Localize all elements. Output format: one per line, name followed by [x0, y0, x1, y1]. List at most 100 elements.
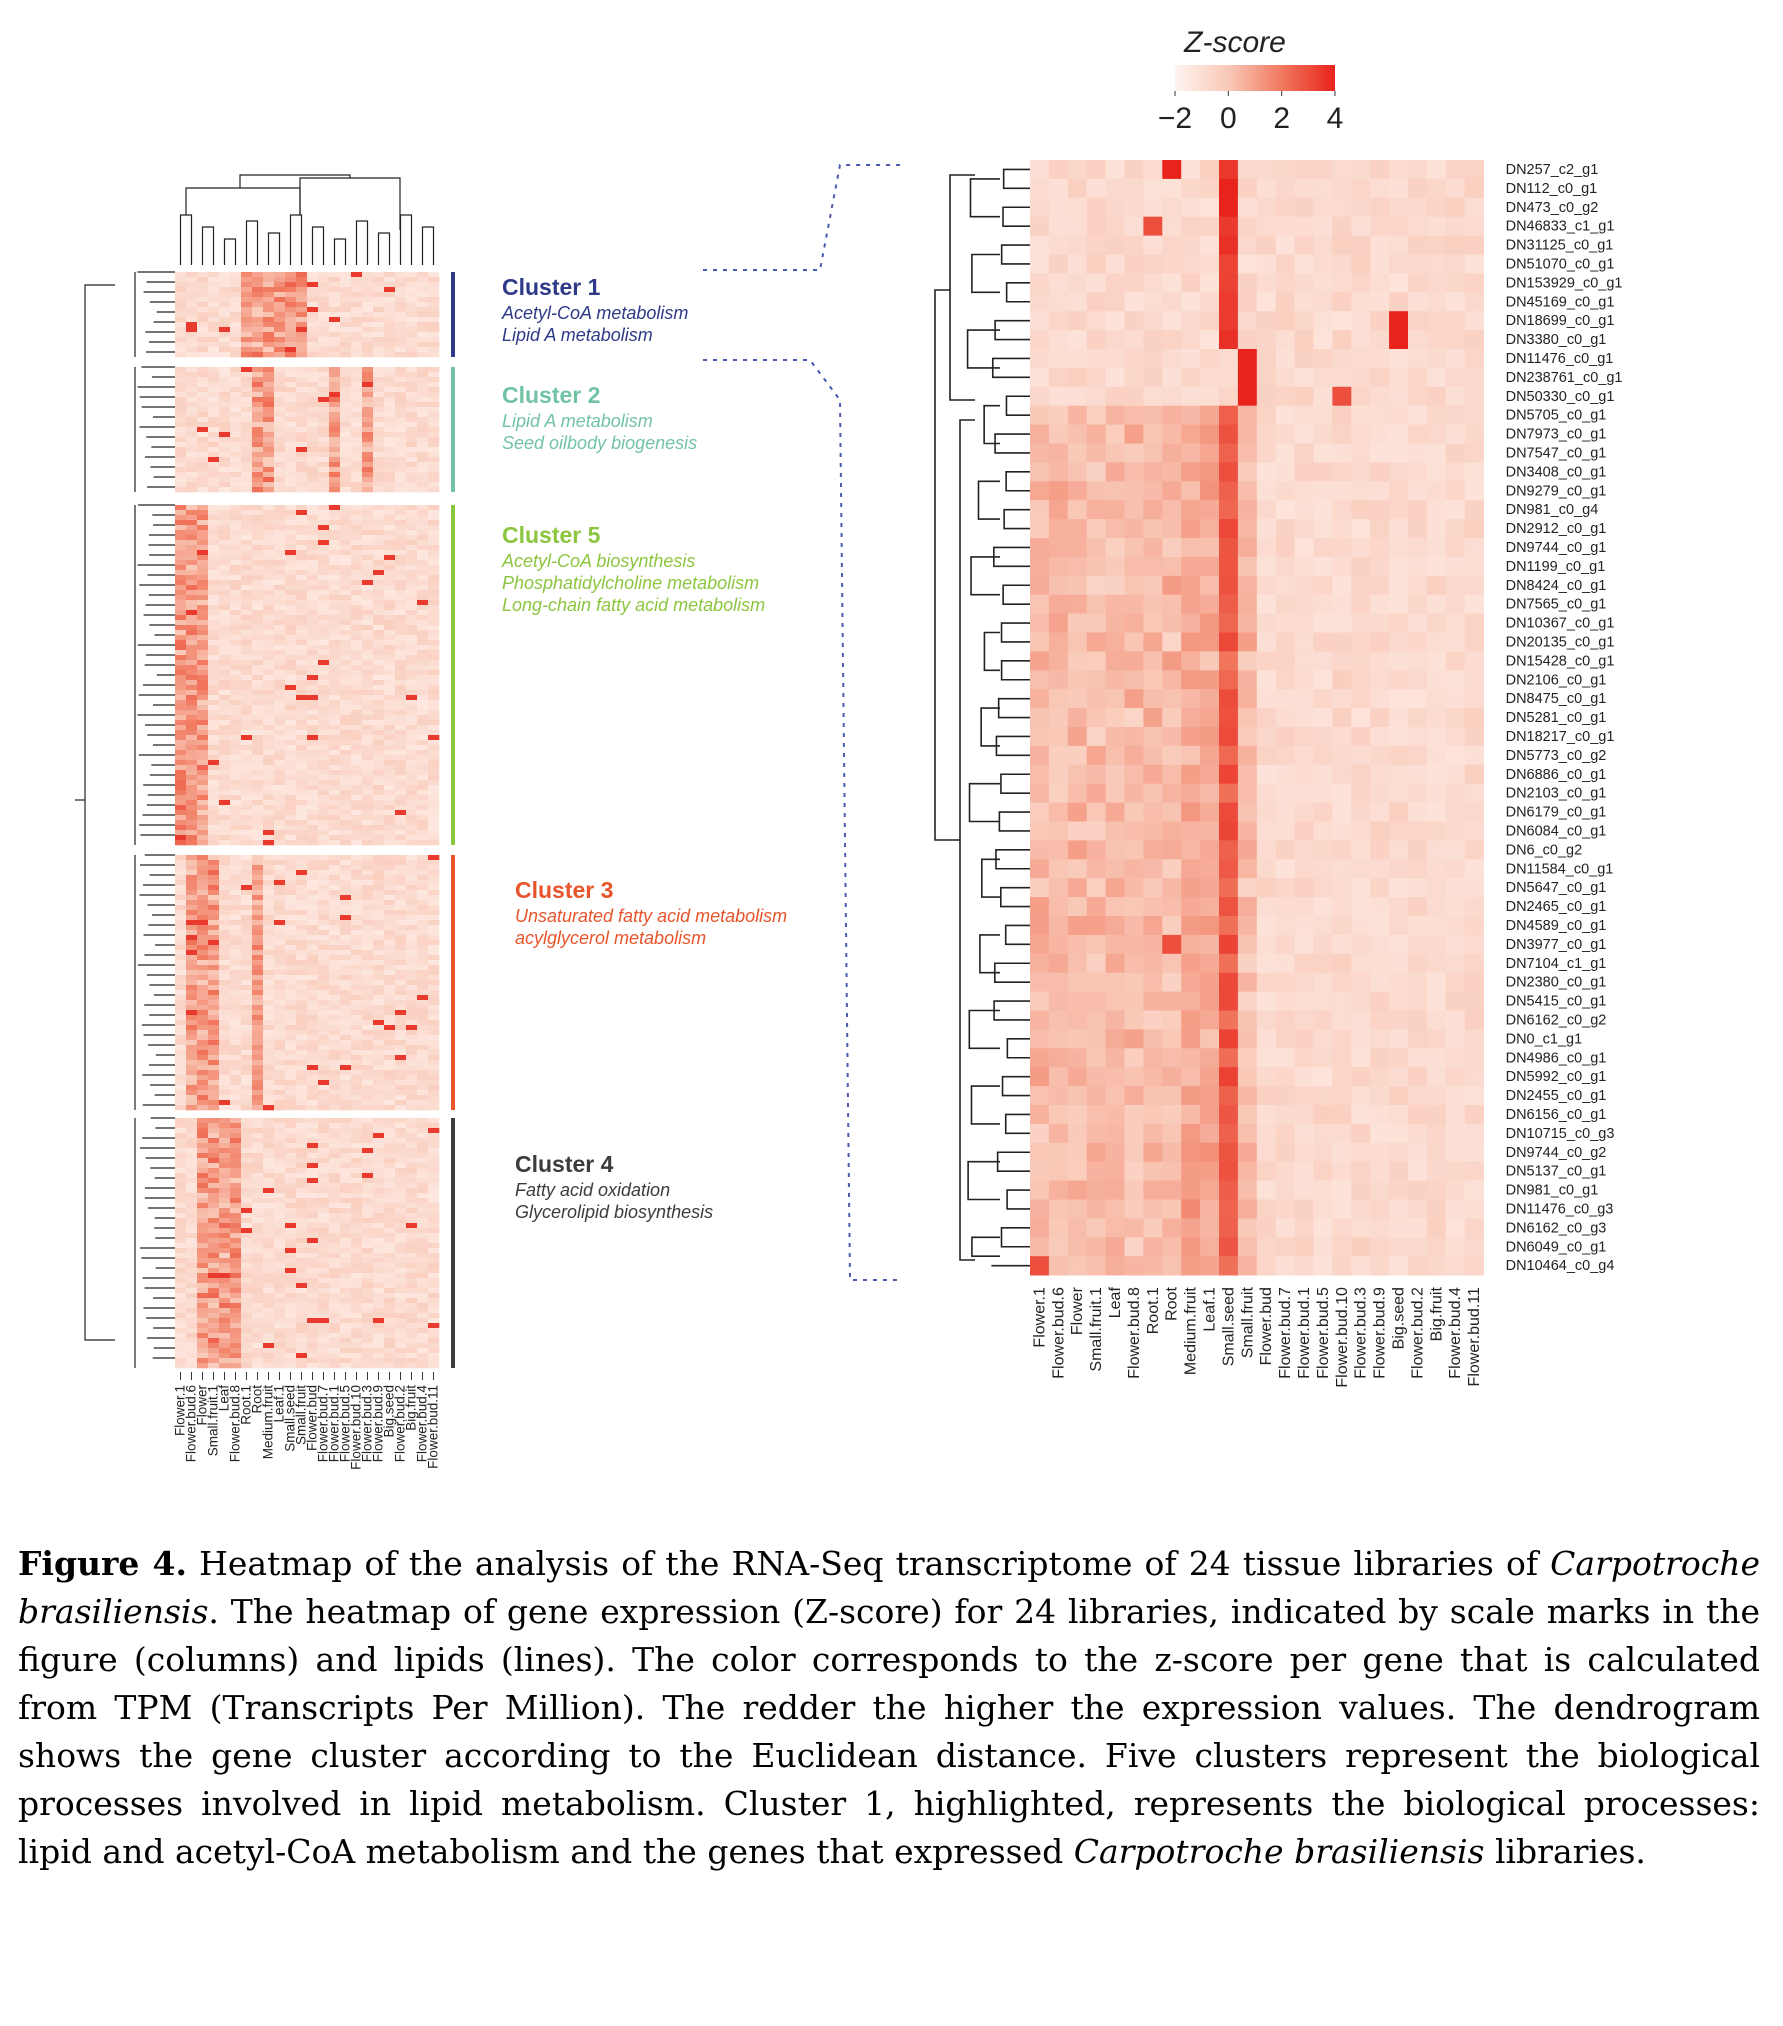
heatmap-cell	[362, 297, 374, 303]
heatmap-cell	[351, 770, 363, 776]
heatmap-cell	[428, 1010, 440, 1016]
heatmap-cell	[329, 965, 341, 971]
heatmap-cell	[428, 1218, 440, 1224]
heatmap-cell	[417, 890, 429, 896]
heatmap-cell	[175, 1138, 187, 1144]
heatmap-cell	[417, 975, 429, 981]
heatmap-cell	[274, 282, 286, 288]
heatmap-cell	[384, 885, 396, 891]
heatmap-cell	[186, 985, 198, 991]
heatmap-cell	[197, 1143, 209, 1149]
heatmap-cell	[274, 885, 286, 891]
heatmap-cell	[417, 397, 429, 403]
heatmap-cell	[307, 555, 319, 561]
heatmap-cell	[252, 1213, 264, 1219]
heatmap-cell	[351, 690, 363, 696]
heatmap-cell	[384, 1233, 396, 1239]
heatmap-cell	[351, 1153, 363, 1159]
heatmap-cell	[230, 477, 242, 483]
heatmap-cell	[285, 437, 297, 443]
heatmap-cell	[241, 1218, 253, 1224]
heatmap-cell	[219, 1090, 231, 1096]
heatmap-cell	[307, 785, 319, 791]
heatmap-cell	[406, 840, 418, 846]
heatmap-cell	[318, 840, 330, 846]
heatmap-cell	[318, 935, 330, 941]
heatmap-cell	[329, 555, 341, 561]
heatmap-cell	[428, 575, 440, 581]
heatmap-cell	[428, 407, 440, 413]
heatmap-cell	[340, 900, 352, 906]
heatmap-cell	[252, 1065, 264, 1071]
heatmap-cell	[263, 675, 275, 681]
heatmap-cell	[307, 437, 319, 443]
heatmap-cell	[318, 785, 330, 791]
heatmap-cell	[373, 277, 385, 283]
heatmap-cell	[197, 352, 209, 358]
heatmap-cell	[373, 745, 385, 751]
heatmap-cell	[428, 700, 440, 706]
heatmap-cell	[230, 930, 242, 936]
heatmap-cell	[351, 1133, 363, 1139]
cluster-bar	[451, 505, 455, 845]
heatmap-cell	[263, 1035, 275, 1041]
heatmap-cell	[285, 1253, 297, 1259]
heatmap-cell	[373, 1020, 385, 1026]
heatmap-cell	[406, 765, 418, 771]
heatmap-cell	[197, 1080, 209, 1086]
heatmap-cell	[252, 650, 264, 656]
heatmap-cell	[219, 830, 231, 836]
heatmap-cell	[263, 402, 275, 408]
heatmap-cell	[175, 885, 187, 891]
heatmap-cell	[329, 545, 341, 551]
heatmap-cell	[197, 855, 209, 861]
heatmap-cell	[417, 570, 429, 576]
heatmap-cell	[318, 387, 330, 393]
heatmap-cell	[417, 575, 429, 581]
heatmap-cell	[296, 1055, 308, 1061]
overview-block	[134, 854, 455, 1111]
heatmap-cell	[373, 775, 385, 781]
heatmap-cell	[186, 1243, 198, 1249]
heatmap-cell	[417, 620, 429, 626]
heatmap-cell	[318, 1168, 330, 1174]
heatmap-cell	[175, 1198, 187, 1204]
heatmap-cell	[318, 550, 330, 556]
heatmap-cell	[219, 955, 231, 961]
heatmap-cell	[318, 1085, 330, 1091]
heatmap-cell	[230, 412, 242, 418]
heatmap-cell	[197, 1138, 209, 1144]
heatmap-cell	[296, 535, 308, 541]
heatmap-cell	[263, 1128, 275, 1134]
heatmap-cell	[362, 397, 374, 403]
heatmap-cell	[175, 915, 187, 921]
heatmap-cell	[274, 900, 286, 906]
heatmap-cell	[197, 1198, 209, 1204]
heatmap-cell	[186, 950, 198, 956]
heatmap-cell	[186, 835, 198, 841]
heatmap-cell	[252, 550, 264, 556]
heatmap-cell	[296, 630, 308, 636]
heatmap-cell	[395, 1158, 407, 1164]
heatmap-cell	[318, 347, 330, 353]
heatmap-cell	[362, 377, 374, 383]
heatmap-cell	[384, 975, 396, 981]
heatmap-cell	[340, 610, 352, 616]
heatmap-cell	[417, 1223, 429, 1229]
heatmap-cell	[285, 565, 297, 571]
heatmap-cell	[175, 292, 187, 298]
heatmap-cell	[263, 1328, 275, 1334]
heatmap-cell	[274, 397, 286, 403]
heatmap-cell	[340, 775, 352, 781]
heatmap-cell	[340, 1173, 352, 1179]
heatmap-cell	[186, 680, 198, 686]
heatmap-cell	[296, 437, 308, 443]
heatmap-cell	[373, 1248, 385, 1254]
heatmap-cell	[274, 745, 286, 751]
heatmap-cell	[307, 1050, 319, 1056]
heatmap-cell	[329, 1243, 341, 1249]
heatmap-cell	[175, 1085, 187, 1091]
heatmap-cell	[186, 1253, 198, 1259]
heatmap-cell	[252, 1203, 264, 1209]
heatmap-cell	[186, 660, 198, 666]
